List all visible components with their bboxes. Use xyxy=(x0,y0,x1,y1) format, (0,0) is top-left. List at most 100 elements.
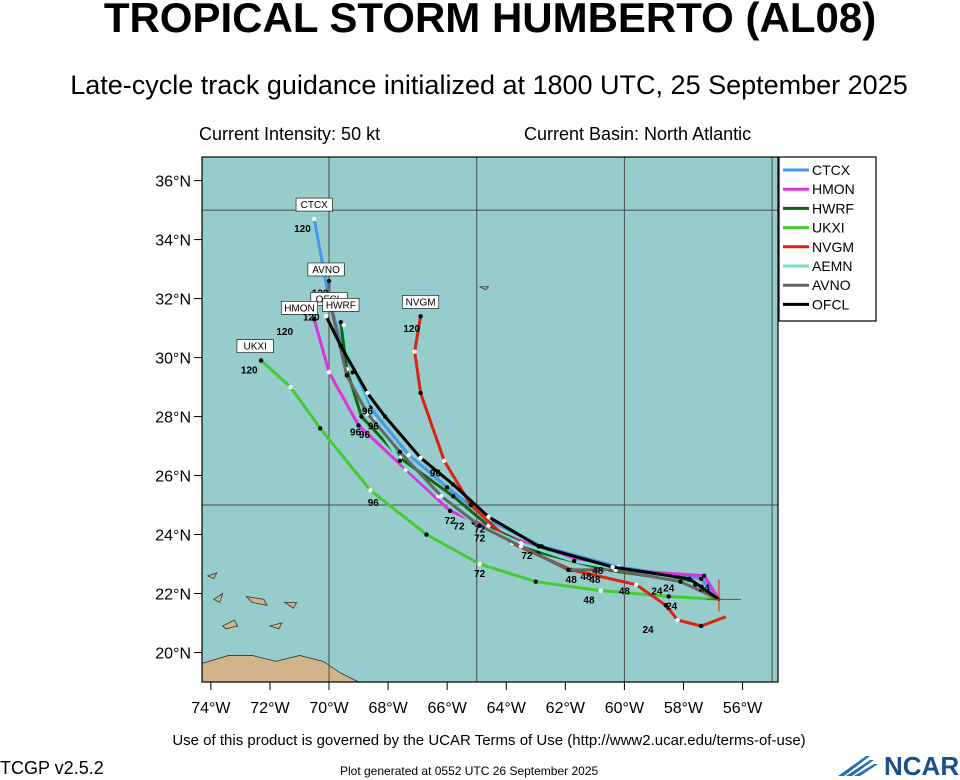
track-point-ofcl xyxy=(323,314,329,319)
legend-label-aemn: AEMN xyxy=(812,258,852,274)
track-line-avno xyxy=(327,279,721,601)
track-point-ukxi xyxy=(424,532,429,537)
track-point-hmon xyxy=(326,370,332,375)
track-point-ukxi xyxy=(258,358,264,363)
track-point-ctcx xyxy=(444,485,450,490)
end-label-box xyxy=(402,295,440,309)
track-point-hwrf xyxy=(338,319,344,325)
ncar-logo: NCAR xyxy=(838,751,959,780)
lat-tick-label: 28°N xyxy=(155,410,191,427)
page-title: TROPICAL STORM HUMBERTO (AL08) xyxy=(103,0,877,41)
page-subtitle: Late-cycle track guidance initialized at… xyxy=(70,70,908,100)
lat-tick-label: 26°N xyxy=(155,469,191,486)
map-frame xyxy=(201,156,779,683)
track-point-hwrf xyxy=(359,414,364,419)
forecast-hour-label: 72 xyxy=(445,516,457,527)
forecast-tracks xyxy=(258,216,741,629)
end-label-ctcx: CTCX xyxy=(301,200,329,211)
forecast-hour-label: 48 xyxy=(619,587,631,598)
track-point-nvgm xyxy=(675,617,680,623)
legend-box xyxy=(778,156,877,322)
end-label-box xyxy=(295,197,333,212)
forecast-hour-label: 48 xyxy=(592,566,604,577)
track-point-ofcl xyxy=(610,564,615,570)
legend-label-avno: AVNO xyxy=(812,277,851,293)
forecast-hour-label: 24 xyxy=(699,584,711,595)
forecast-hour-label: 72 xyxy=(474,569,486,580)
legend-label-ofcl: OFCL xyxy=(812,296,850,312)
forecast-hour-label: 96 xyxy=(368,421,380,432)
small-island xyxy=(283,601,298,609)
lat-tick-label: 34°N xyxy=(155,233,191,250)
track-point-ofcl xyxy=(338,343,344,348)
model-legend: CTCX HMON HWRF UKXI NVGM AEMN AVNO OFCL xyxy=(778,156,877,322)
forecast-hour-label: 48 xyxy=(566,575,578,586)
forecast-hour-label: 96 xyxy=(350,427,362,438)
lon-tick-label: 58°W xyxy=(664,700,704,717)
track-point-ctcx xyxy=(312,216,317,222)
track-point-ofcl xyxy=(382,414,388,419)
forecast-hour-label: 24 xyxy=(666,601,678,612)
end-label-nvgm: NVGM xyxy=(406,297,436,308)
track-point-avno xyxy=(344,373,349,378)
forecast-hour-label: 96 xyxy=(362,407,374,418)
end-label-box xyxy=(236,339,274,353)
model-end-labels: CTCXAVNOOFCLHMONHWRFUKXINVGM xyxy=(236,197,440,353)
lat-tick-label: 32°N xyxy=(155,292,191,309)
small-island xyxy=(268,622,283,630)
track-point-avno xyxy=(439,493,444,499)
map-axes: 74°W 72°W 70°W 68°W 66°W 64°W 62°W 60°W 58°W 56°W… xyxy=(155,174,763,717)
track-point-hwrf xyxy=(486,523,491,528)
lat-tick-label: 30°N xyxy=(155,351,191,368)
current-basin: Current Basin: North Atlantic xyxy=(524,124,752,144)
forecast-hour-label: 48 xyxy=(583,595,595,606)
track-point-nvgm xyxy=(468,502,473,508)
forecast-hour-label: 120 xyxy=(303,312,320,323)
forecast-hour-label: 120 xyxy=(276,327,293,338)
track-point-ofcl xyxy=(486,514,491,520)
lon-tick-label: 64°W xyxy=(487,700,527,717)
track-point-hmon xyxy=(356,423,361,428)
forecast-hour-label: 96 xyxy=(430,469,442,480)
track-point-nvgm xyxy=(634,582,639,587)
track-point-ofcl xyxy=(365,390,370,396)
track-point-hmon xyxy=(447,508,453,514)
forecast-hour-label: 120 xyxy=(294,224,311,235)
lat-tick-label: 24°N xyxy=(155,528,191,545)
track-point-nvgm xyxy=(663,603,668,608)
end-label-hwrf: HWRF xyxy=(326,300,356,311)
lon-tick-label: 68°W xyxy=(368,700,408,717)
forecast-hour-label: 96 xyxy=(359,430,371,441)
small-island xyxy=(213,592,224,603)
plot-generated-time: Plot generated at 0552 UTC 26 September … xyxy=(340,764,599,778)
lon-tick-label: 72°W xyxy=(250,700,290,717)
track-point-nvgm xyxy=(418,390,423,396)
track-point-aemn xyxy=(341,322,346,328)
track-point-ukxi xyxy=(288,384,293,390)
end-label-hmon: HMON xyxy=(284,303,315,314)
track-point-ukxi xyxy=(368,488,373,493)
track-point-ukxi xyxy=(477,561,482,567)
small-island xyxy=(222,619,239,630)
track-point-nvgm xyxy=(699,623,704,629)
track-line-ukxi xyxy=(259,359,721,601)
track-point-aemn xyxy=(571,558,577,564)
legend-label-hmon: HMON xyxy=(812,181,855,197)
forecast-hour-label: 72 xyxy=(453,522,465,533)
lat-tick-label: 20°N xyxy=(155,646,191,663)
forecast-hour-label: 24 xyxy=(651,587,663,598)
lon-tick-label: 56°W xyxy=(723,700,763,717)
track-point-avno xyxy=(566,567,571,573)
track-point-ukxi xyxy=(598,588,603,593)
legend-label-ukxi: UKXI xyxy=(812,220,845,236)
legend-label-hwrf: HWRF xyxy=(812,200,854,216)
track-point-aemn xyxy=(397,458,403,463)
land-masses xyxy=(202,286,490,682)
track-point-ofcl xyxy=(450,482,456,487)
lon-tick-label: 66°W xyxy=(428,700,468,717)
version-label: TCGP v2.5.2 xyxy=(0,758,104,778)
ocean-background xyxy=(202,157,778,682)
track-point-ofcl xyxy=(536,544,541,549)
track-point-ukxi xyxy=(317,426,323,431)
